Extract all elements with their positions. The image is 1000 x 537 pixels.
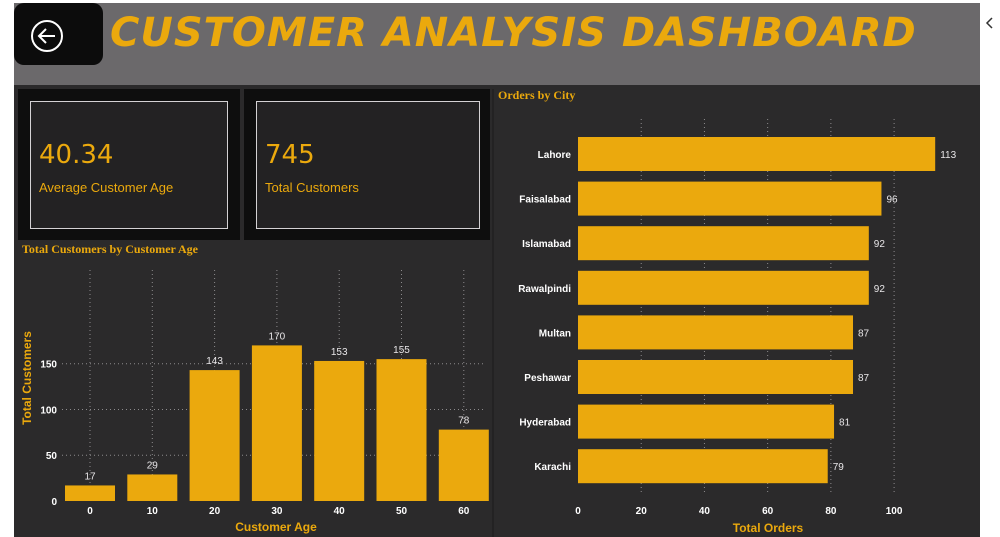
axis-title-x: Customer Age (235, 520, 317, 534)
tick-label-x: 60 (458, 506, 470, 517)
tick-label-y: 50 (46, 451, 58, 462)
data-label: 113 (940, 150, 956, 161)
bar (578, 315, 854, 350)
tick-label-x: 0 (87, 506, 93, 517)
city-chart-title: Orders by City (498, 88, 576, 102)
tick-label-y: 100 (40, 405, 57, 416)
category-label: Hyderabad (519, 418, 571, 429)
data-label: 170 (269, 331, 286, 342)
data-label: 87 (858, 373, 870, 384)
category-label: Rawalpindi (518, 284, 571, 295)
page-title: CUSTOMER ANALYSIS DASHBOARD (110, 10, 917, 56)
tick-label-x: 10 (147, 506, 159, 517)
filters-sidebar[interactable] (980, 0, 1000, 537)
data-label: 79 (833, 462, 845, 473)
bar (578, 137, 936, 171)
data-label: 78 (458, 416, 470, 427)
tick-label-x: 50 (396, 506, 408, 517)
tick-label-y: 150 (40, 360, 57, 371)
category-label: Karachi (534, 462, 571, 473)
category-label: Peshawar (524, 373, 571, 384)
tick-label-x: 80 (825, 506, 837, 517)
bar (314, 360, 365, 501)
bar (438, 429, 489, 501)
bar (189, 370, 240, 501)
tick-label-y: 0 (51, 497, 57, 508)
data-label: 92 (874, 284, 886, 295)
bar (578, 226, 869, 261)
data-label: 96 (886, 195, 898, 206)
data-label: 155 (393, 345, 410, 356)
bar (251, 345, 302, 501)
data-label: 143 (206, 356, 223, 367)
tick-label-x: 40 (334, 506, 346, 517)
data-label: 29 (147, 460, 159, 471)
tick-label-x: 0 (575, 506, 581, 517)
bar (578, 181, 882, 216)
chevron-left-icon[interactable] (980, 12, 1000, 52)
tick-label-x: 60 (762, 506, 774, 517)
bar (578, 404, 835, 439)
category-label: Multan (539, 328, 571, 339)
bar (127, 474, 178, 501)
tick-label-x: 100 (886, 506, 903, 517)
bar (578, 270, 869, 305)
data-label: 87 (858, 328, 870, 339)
kpi-card-inner: 745 Total Customers (256, 101, 480, 229)
data-label: 92 (874, 239, 886, 250)
header-bar (14, 3, 980, 85)
kpi-card-total-customers: 745 Total Customers (244, 89, 490, 240)
panel-divider (492, 89, 494, 537)
category-label: Islamabad (522, 239, 571, 250)
kpi-label-total-customers: Total Customers (265, 180, 359, 195)
bar (578, 449, 828, 484)
data-label: 17 (84, 471, 96, 482)
age-chart-title: Total Customers by Customer Age (22, 242, 198, 256)
kpi-label-average-age: Average Customer Age (39, 180, 174, 195)
axis-title-x: Total Orders (733, 521, 804, 535)
axis-title-y: Total Customers (20, 331, 34, 425)
category-label: Lahore (538, 150, 572, 161)
data-label: 81 (839, 418, 851, 429)
bar (376, 359, 427, 501)
back-button[interactable] (14, 3, 103, 65)
age-chart: 17 29 143 170 153 155 78 0 10 20 30 40 50 60 0 50 100 150… (20, 270, 489, 534)
tick-label-x: 40 (699, 506, 711, 517)
bar (65, 485, 115, 501)
kpi-card-average-age: 40.34 Average Customer Age (18, 89, 240, 240)
data-label: 153 (331, 347, 348, 358)
kpi-value-total-customers: 745 (265, 140, 315, 170)
tick-label-x: 20 (636, 506, 648, 517)
tick-label-x: 30 (271, 506, 283, 517)
tick-label-x: 20 (209, 506, 221, 517)
category-label: Faisalabad (519, 195, 571, 206)
kpi-value-average-age: 40.34 (39, 140, 114, 170)
city-chart: Lahore 113 Faisalabad 96 Islamabad 92 Rawalpin… (518, 119, 957, 535)
bar (578, 360, 854, 394)
arrow-left-circle-icon (31, 20, 63, 52)
kpi-card-inner: 40.34 Average Customer Age (30, 101, 228, 229)
